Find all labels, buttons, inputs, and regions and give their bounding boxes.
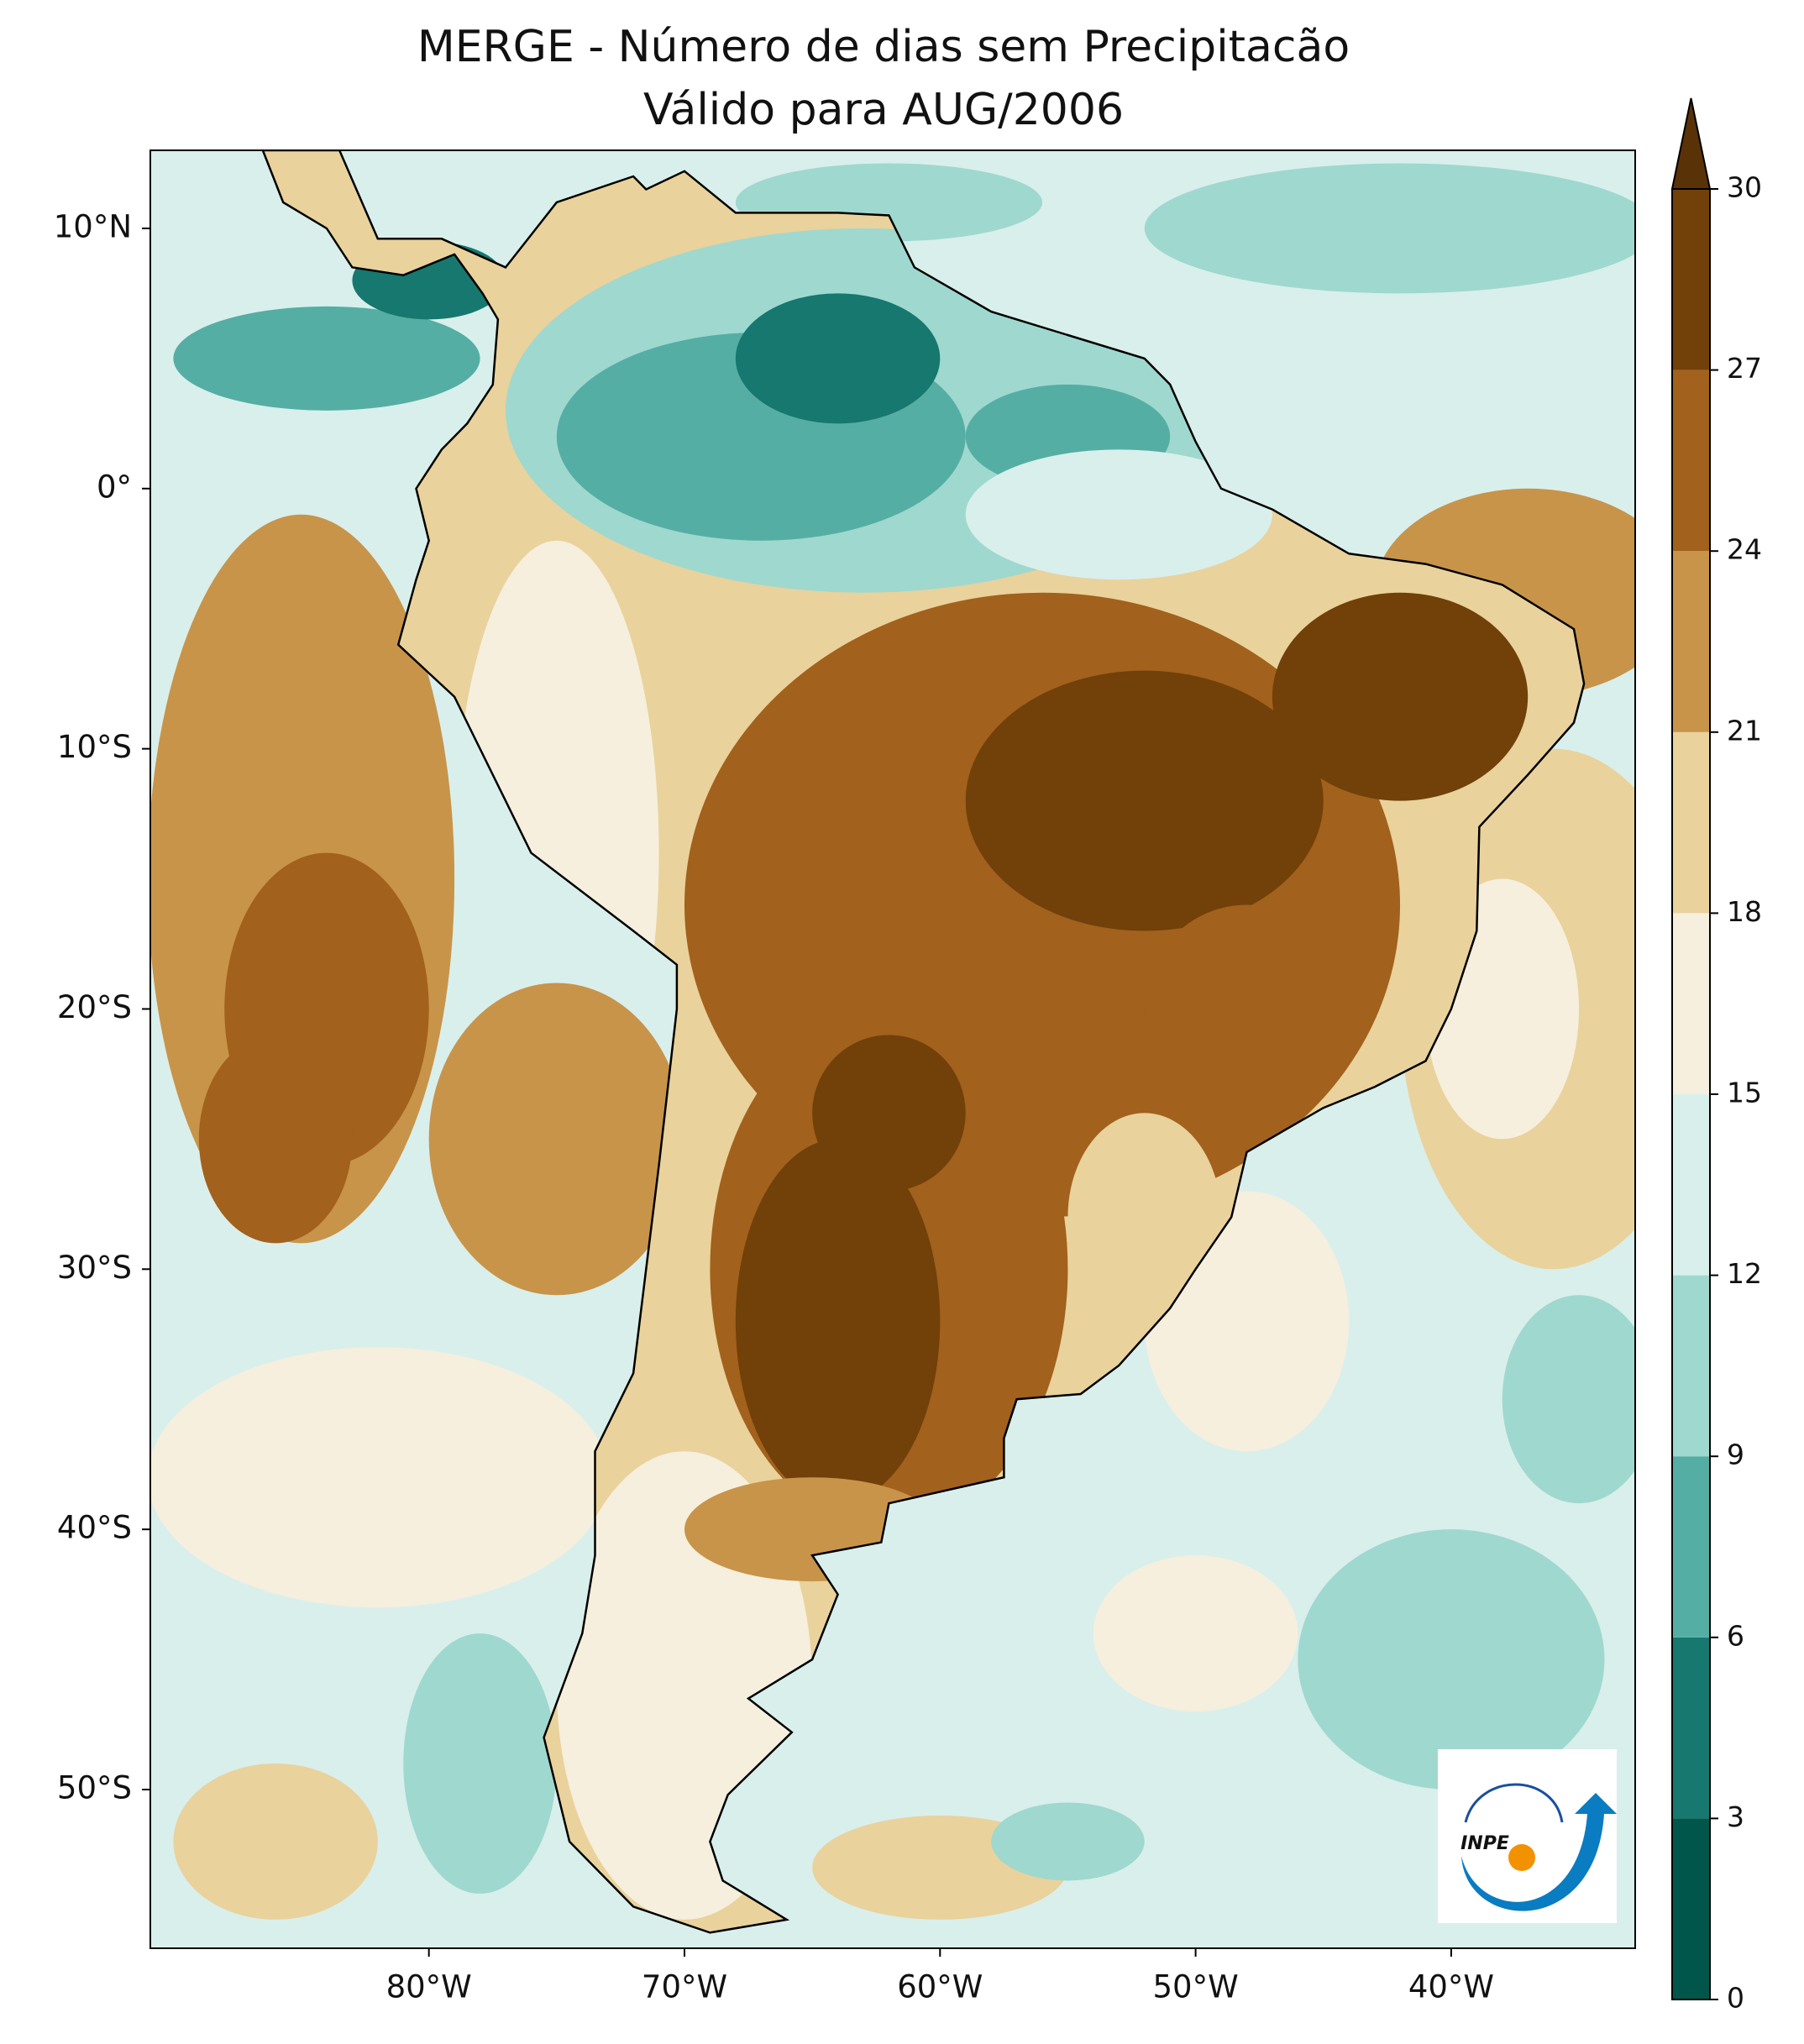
ocean-patch [173,1764,378,1920]
colorbar-segment [1672,913,1710,1094]
colorbar-tick-label: 27 [1727,352,1762,385]
colorbar-segment [1672,551,1710,732]
y-tick-label: 30°S [57,1250,132,1286]
land-patch [1272,592,1529,801]
colorbar-tick-label: 15 [1727,1077,1762,1109]
ocean-patch [991,1802,1145,1881]
logo-arrow [1461,1793,1617,1911]
ocean-patch [1144,163,1635,294]
colorbar-tick-label: 3 [1727,1800,1744,1833]
x-tick-label: 60°W [897,1969,983,2005]
y-tick-label: 20°S [57,989,132,1025]
land-patch [735,1139,941,1504]
ocean-patch [1298,1529,1605,1790]
y-tick-label: 0° [97,469,132,505]
land-patch [965,449,1272,580]
x-tick-label: 70°W [642,1969,727,2005]
colorbar-tick-label: 18 [1727,895,1762,928]
ocean-patch [198,1035,353,1244]
colorbar-segment [1672,1275,1710,1457]
y-tick-label: 10°S [57,729,132,765]
x-tick-label: 40°W [1408,1969,1494,2005]
x-tick-label: 80°W [386,1969,472,2005]
colorbar-tick-label: 24 [1727,533,1762,566]
title: MERGE - Número de dias sem Precipitacão [417,22,1350,72]
colorbar-tick-label: 21 [1727,714,1762,747]
colorbar-segment [1672,369,1710,552]
colorbar-segment [1672,189,1710,370]
colorbar: 0 3 6 9 12 15 18 21 24 27 30 [1670,97,1762,2015]
x-tick-label: 50°W [1153,1969,1239,2005]
colorbar-tick-label: 30 [1727,171,1762,204]
ocean-patch [1093,1555,1298,1712]
land-patch [1067,1113,1222,1322]
colorbar-tick-label: 12 [1727,1257,1762,1290]
colorbar-segment [1672,1818,1710,1999]
logo-orbit [1464,1783,1564,1823]
ocean-patch [403,1633,557,1894]
land-patch [965,670,1324,931]
ocean-patch [1502,1295,1635,1504]
land-patch [735,293,941,424]
ocean-patch [428,983,684,1296]
colorbar-segment [1672,1637,1710,1819]
map-frame [149,149,1636,1949]
colorbar-tick-label: 6 [1727,1619,1744,1652]
colorbar-segment [1672,1094,1710,1276]
y-tick-label: 40°S [57,1510,132,1546]
subtitle: Válido para AUG/2006 [643,85,1124,135]
logo-dot [1508,1844,1535,1871]
land-patch [812,1035,966,1192]
colorbar-segment [1672,1456,1710,1638]
y-tick-label: 10°N [54,208,132,244]
ocean-patch [150,1347,608,1608]
colorbar-segment [1672,731,1710,914]
colorbar-extend [1670,97,1712,190]
logo-text: INPE [1461,1833,1509,1854]
land-patch [1144,904,1350,1114]
axes: 80°W 70°W 60°W 50°W 40°W 10°N 0° 10°S 20°S 30°S 40… [54,149,1636,2005]
coastline [261,150,1586,1934]
colorbar-tick-label: 0 [1727,1982,1744,2015]
colorbar-tick-label: 9 [1727,1439,1744,1471]
y-tick-label: 50°S [57,1769,132,1806]
ocean-patch [173,306,480,411]
logo: INPE [1438,1749,1617,1923]
